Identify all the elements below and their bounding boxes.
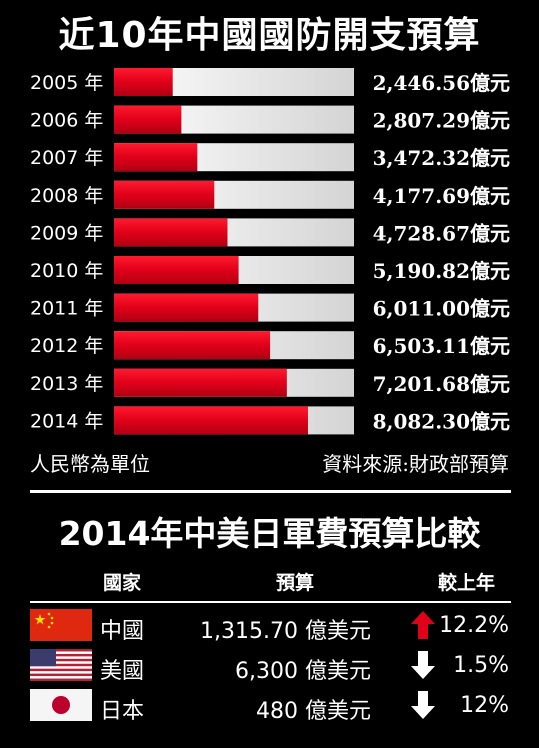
bar [114,368,287,397]
bar [114,331,271,360]
year-label: 2007 年 [30,147,103,169]
value-label: 4,728.67億元 [373,221,510,245]
country-name: 中國 [100,619,145,644]
bar [114,143,198,172]
japan-flag-icon [30,689,92,721]
value-label: 7,201.68億元 [373,372,510,396]
change-value: 1.5% [453,653,509,678]
year-label: 2006 年 [30,110,103,132]
arrow-down-icon [411,651,435,679]
bar [114,180,215,209]
budget-value: 1,315.70 億美元 [200,619,371,644]
change-value: 12% [460,693,509,718]
table-row-japan: 日本 480 億美元 12% [0,685,539,725]
arrow-up-icon [411,611,435,639]
year-label: 2013 年 [30,373,103,395]
value-label: 5,190.82億元 [373,259,510,283]
arrow-down-icon [411,691,435,719]
value-label: 3,472.32億元 [373,146,510,170]
value-label: 6,503.11億元 [373,334,510,358]
header-change: 較上年 [438,572,496,594]
header-country: 國家 [103,572,142,594]
budget-value: 6,300 億美元 [235,659,371,684]
bar [114,105,182,134]
bar [114,406,308,435]
country-name: 美國 [100,659,145,684]
bar [114,68,173,96]
value-label: 2,446.56億元 [373,71,510,95]
section-divider [30,490,511,493]
value-label: 2,807.29億元 [373,109,510,133]
year-label: 2014 年 [30,410,103,432]
year-label: 2008 年 [30,185,103,207]
year-label: 2005 年 [30,72,103,94]
chart-footer: 人民幣為單位 資料來源:財政部預算 [30,448,509,476]
chart-title: 近10年中國國防開支預算 [58,15,481,56]
value-label: 4,177.69億元 [373,184,510,208]
unit-note: 人民幣為單位 [30,452,150,476]
value-label: 6,011.00億元 [373,297,510,321]
year-label: 2012 年 [30,335,103,357]
china-flag-icon [30,609,92,641]
value-label: 8,082.30億元 [373,409,510,433]
bar [114,293,259,322]
year-label: 2010 年 [30,260,103,282]
bar-chart: 2005 年 2,446.56億元 2006 年 2,807.29億元 2007 年 3,… [30,68,510,435]
bar [114,218,228,247]
usa-flag-icon [30,649,92,681]
comparison-title: 2014年中美日軍費預算比較 [58,514,481,553]
bar [114,256,239,284]
source-note: 資料來源:財政部預算 [322,452,509,476]
country-name: 日本 [100,699,145,724]
budget-value: 480 億美元 [256,699,371,724]
header-divider [30,601,511,603]
table-row-china: 中國 1,315.70 億美元 12.2% [0,605,539,645]
header-budget: 預算 [276,572,315,594]
table-header: 國家 預算 較上年 [0,568,539,598]
year-label: 2009 年 [30,222,103,244]
change-value: 12.2% [439,613,509,638]
table-row-usa: 美國 6,300 億美元 1.5% [0,645,539,685]
year-label: 2011 年 [30,298,103,320]
